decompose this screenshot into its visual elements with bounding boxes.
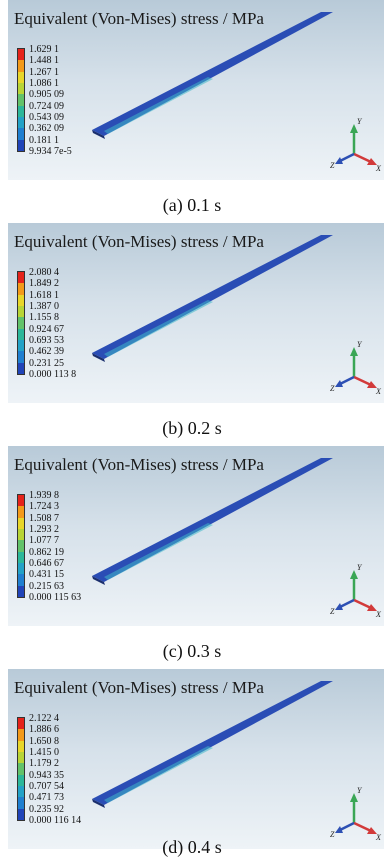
legend-label: 2.122 4	[29, 713, 59, 724]
legend-label: 0.905 09	[29, 89, 64, 101]
beam-model	[92, 235, 333, 362]
beam-model	[92, 458, 333, 585]
result-title: Equivalent (Von-Mises) stress / MPa	[14, 678, 264, 697]
y-axis-label: Y	[357, 786, 363, 795]
color-scale-bar	[17, 717, 25, 821]
legend-label: 0.000 115 63	[29, 591, 82, 603]
legend-label: 1.267 1	[29, 66, 59, 78]
y-axis-label: Y	[357, 117, 363, 126]
legend-label: 1.155 8	[29, 312, 59, 324]
result-title: Equivalent (Von-Mises) stress / MPa	[14, 455, 264, 474]
legend-label: 2.080 4	[29, 267, 59, 278]
legend-labels: 1.939 8 1.724 3 1.508 7 1.293 2 1.077 7 …	[29, 491, 81, 603]
legend-label: 1.886 6	[29, 724, 59, 736]
legend-label: 0.924 67	[29, 323, 64, 335]
z-axis-label: Z	[330, 384, 335, 393]
legend-label: 1.849 2	[29, 278, 59, 290]
beam-model	[92, 681, 333, 808]
legend-label: 0.431 15	[29, 569, 64, 581]
legend-label: 0.724 09	[29, 100, 64, 112]
x-axis-label: X	[375, 610, 382, 618]
legend-label: 1.086 1	[29, 77, 59, 89]
stress-panel-a: Equivalent (Von-Mises) stress / MPa 1.62…	[8, 0, 384, 180]
color-scale-bar	[17, 494, 25, 598]
stress-panel-b: Equivalent (Von-Mises) stress / MPa 2.08…	[8, 223, 384, 403]
legend-label: 0.646 67	[29, 557, 64, 569]
beam-model	[92, 12, 333, 139]
legend-label: 9.934 7e-5	[29, 145, 72, 157]
legend-label: 0.693 53	[29, 334, 64, 346]
axis-triad-icon: Y Z X	[330, 340, 382, 395]
axis-triad-icon: Y Z X	[330, 117, 382, 172]
legend-labels: 2.122 4 1.886 6 1.650 8 1.415 0 1.179 2 …	[29, 714, 81, 826]
legend-labels: 1.629 1 1.448 1 1.267 1 1.086 1 0.905 09…	[29, 45, 72, 157]
legend-label: 1.508 7	[29, 512, 59, 524]
figure-caption: (a) 0.1 s	[162, 195, 222, 215]
legend-label: 1.629 1	[29, 44, 59, 55]
axis-triad-icon: Y Z X	[330, 563, 382, 618]
legend-label: 1.939 8	[29, 490, 59, 501]
legend-label: 0.215 63	[29, 580, 64, 592]
stress-panel-c: Equivalent (Von-Mises) stress / MPa 1.93…	[8, 446, 384, 626]
legend-label: 0.181 1	[29, 134, 59, 146]
z-axis-label: Z	[330, 161, 335, 170]
legend-label: 0.471 73	[29, 792, 64, 804]
legend-label: 1.724 3	[29, 501, 59, 513]
figure-caption: (b) 0.2 s	[162, 418, 222, 438]
legend-label: 0.943 35	[29, 769, 64, 781]
legend-label: 0.462 39	[29, 346, 64, 358]
y-axis-label: Y	[357, 340, 363, 349]
legend-label: 1.415 0	[29, 746, 59, 758]
legend-label: 0.000 113 8	[29, 368, 77, 380]
legend-label: 0.235 92	[29, 803, 64, 815]
legend-label: 1.618 1	[29, 289, 59, 301]
legend-label: 1.387 0	[29, 300, 59, 312]
stress-panel-d: Equivalent (Von-Mises) stress / MPa 2.12…	[8, 669, 384, 849]
axis-triad-icon: Y Z X	[330, 786, 382, 841]
legend-label: 1.293 2	[29, 523, 59, 535]
result-title: Equivalent (Von-Mises) stress / MPa	[14, 9, 264, 28]
legend-label: 0.707 54	[29, 780, 64, 792]
y-axis-label: Y	[357, 563, 363, 572]
legend-label: 0.543 09	[29, 111, 64, 123]
legend-label: 0.231 25	[29, 357, 64, 369]
result-title: Equivalent (Von-Mises) stress / MPa	[14, 232, 264, 251]
legend-label: 1.179 2	[29, 758, 59, 770]
x-axis-label: X	[375, 387, 382, 395]
color-scale-bar	[17, 48, 25, 152]
figure-caption: (c) 0.3 s	[162, 641, 222, 661]
z-axis-label: Z	[330, 607, 335, 616]
x-axis-label: X	[375, 164, 382, 172]
figure-caption: (d) 0.4 s	[162, 837, 222, 857]
legend-label: 0.362 09	[29, 123, 64, 135]
z-axis-label: Z	[330, 830, 335, 839]
legend-label: 0.000 116 14	[29, 814, 82, 826]
legend-label: 0.862 19	[29, 546, 64, 558]
x-axis-label: X	[375, 833, 382, 841]
color-scale-bar	[17, 271, 25, 375]
legend-label: 1.650 8	[29, 735, 59, 747]
legend-labels: 2.080 4 1.849 2 1.618 1 1.387 0 1.155 8 …	[29, 268, 76, 380]
legend-label: 1.448 1	[29, 55, 59, 67]
legend-label: 1.077 7	[29, 535, 59, 547]
